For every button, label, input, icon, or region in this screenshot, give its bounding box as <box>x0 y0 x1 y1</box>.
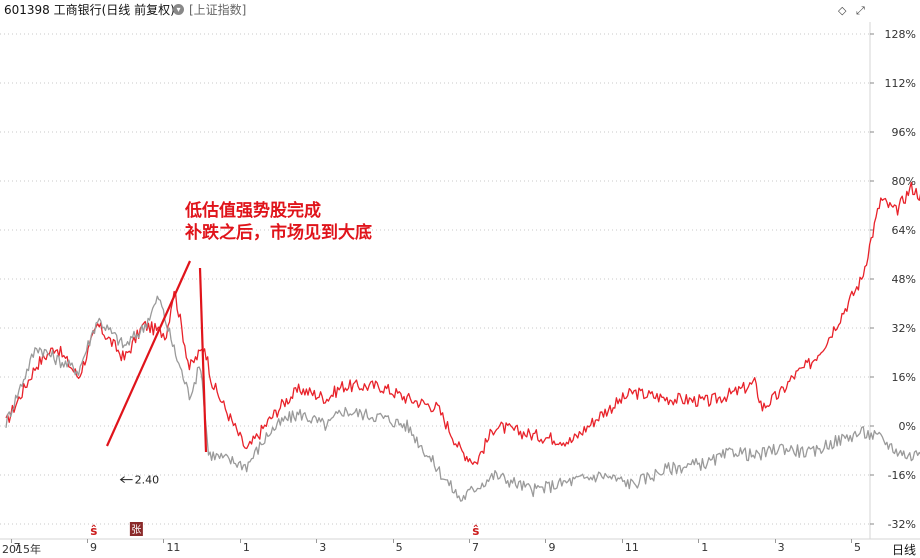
annotation-line-a <box>105 260 192 447</box>
y-tick-label: 128% <box>885 28 916 41</box>
x-tick-label: 1 <box>701 541 709 554</box>
x-tick <box>469 539 471 543</box>
x-tick <box>163 539 165 543</box>
period-selector[interactable]: 日线 <box>891 543 916 557</box>
low-price-arrow <box>119 476 133 483</box>
stock-series-line <box>5 181 920 465</box>
annotation-line-1: 低估值强势股完成 <box>185 201 321 221</box>
y-tick-label: -16% <box>888 469 916 482</box>
chart-markers: 2.406.73ŝ张ŝŝŝ <box>90 474 479 538</box>
x-tick <box>851 539 853 543</box>
annotation-line-b <box>198 267 208 453</box>
x-tick <box>239 539 241 543</box>
x-tick <box>621 539 623 543</box>
x-axis: 日线 2015年 7 9 11 1 3 5 7 9 11 1 3 5 <box>0 539 920 557</box>
x-tick <box>392 539 394 543</box>
y-tick-label: 32% <box>892 322 916 335</box>
x-tick-label: 2015年 <box>2 543 41 556</box>
x-tick-label: 3 <box>319 541 327 554</box>
x-tick-label: 5 <box>395 541 403 554</box>
diamond-icon[interactable]: ◇ <box>838 4 847 17</box>
dropdown-toggle-icon[interactable]: ▾ <box>173 4 184 15</box>
x-tick <box>10 539 12 543</box>
x-tick <box>545 539 547 543</box>
x-tick-label: 9 <box>548 541 556 554</box>
y-tick-label: 0% <box>899 420 916 433</box>
x-tick <box>87 539 89 543</box>
chart-annotation: 低估值强势股完成 补跌之后，市场见到大底 <box>185 200 372 244</box>
y-tick-label: 112% <box>885 77 916 90</box>
index-series-line <box>5 295 920 502</box>
chart-lines <box>5 181 920 502</box>
x-tick-label: 1 <box>242 541 250 554</box>
y-axis-labels: 128% 112% 96% 80% 64% 48% 32% 16% 0% -16% -32% <box>885 28 916 531</box>
annotation-line-2: 补跌之后，市场见到大底 <box>185 223 372 243</box>
y-tick-label: 48% <box>892 273 916 286</box>
y-tick-label: -32% <box>888 518 916 531</box>
y-tick-label: 16% <box>892 371 916 384</box>
x-tick <box>774 539 776 543</box>
security-title[interactable]: 601398 工商银行(日线 前复权) <box>4 3 175 17</box>
annotation-lines <box>105 260 208 453</box>
y-tick-label: 80% <box>892 175 916 188</box>
compare-index-label[interactable]: [上证指数] <box>189 3 247 17</box>
x-tick <box>698 539 700 543</box>
x-tick-label: 7 <box>13 541 21 554</box>
expand-icon[interactable]: ⤢ <box>856 4 865 17</box>
event-marker: ŝ <box>472 524 479 538</box>
x-tick <box>316 539 318 543</box>
x-tick-label: 11 <box>624 541 639 554</box>
low-price-label: 2.40 <box>135 474 160 487</box>
y-tick-label: 96% <box>892 126 916 139</box>
event-marker: 张 <box>131 524 141 536</box>
chart-grid <box>0 22 920 540</box>
chart-header: 601398 工商银行(日线 前复权) ▾ [上证指数] ◇ ⤢ <box>0 0 920 22</box>
x-tick-label: 5 <box>854 541 862 554</box>
x-tick-label: 7 <box>472 541 480 554</box>
event-marker: ŝ <box>90 524 97 538</box>
event-marker-box <box>129 522 143 536</box>
x-tick-label: 9 <box>90 541 98 554</box>
x-tick-label: 3 <box>777 541 785 554</box>
y-tick-label: 64% <box>892 224 916 237</box>
x-tick-label: 11 <box>166 541 181 554</box>
